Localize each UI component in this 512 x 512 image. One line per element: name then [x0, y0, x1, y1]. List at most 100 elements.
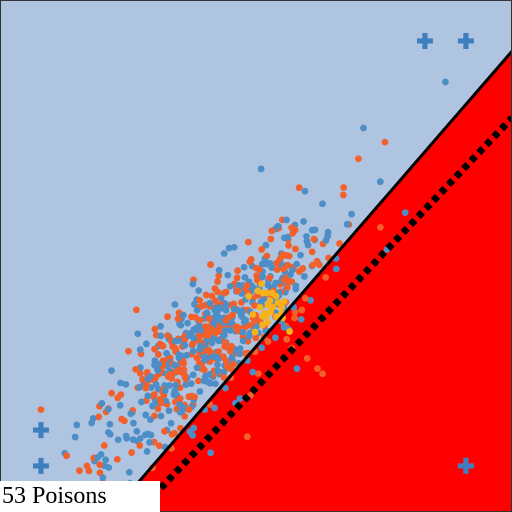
orange-point: [313, 257, 321, 265]
orange-point: [151, 345, 159, 353]
blue-point: [157, 412, 165, 420]
orange-point: [222, 339, 229, 347]
blue-point: [171, 337, 179, 345]
orange-point: [132, 306, 140, 314]
orange-point: [180, 360, 187, 368]
orange-point: [292, 245, 299, 253]
blue-point: [189, 347, 197, 355]
orange-point: [95, 413, 103, 421]
blue-point: [215, 337, 223, 345]
blue-point: [179, 311, 187, 319]
blue-point: [167, 419, 175, 427]
blue-point: [161, 387, 169, 395]
blue-point: [226, 282, 234, 290]
orange-point: [96, 461, 104, 469]
orange-point: [201, 331, 209, 339]
blue-point: [89, 415, 97, 422]
orange-point: [222, 357, 230, 365]
yellow-point: [254, 287, 262, 295]
orange-point: [37, 406, 45, 413]
blue-point: [297, 316, 305, 323]
blue-point: [155, 360, 163, 368]
blue-point: [222, 384, 229, 392]
blue-point: [343, 220, 351, 228]
orange-point: [319, 370, 326, 378]
blue-point: [236, 345, 244, 353]
blue-point: [183, 351, 191, 359]
points-layer: [11, 78, 449, 501]
blue-point: [240, 318, 248, 326]
yellow-point: [258, 280, 265, 288]
blue-point: [142, 411, 150, 419]
orange-point: [230, 360, 238, 368]
blue-point: [303, 233, 310, 240]
orange-point: [176, 395, 184, 403]
plus-marker: [32, 422, 49, 439]
blue-point: [307, 296, 314, 304]
blue-point: [221, 327, 229, 335]
blue-point: [171, 389, 179, 396]
orange-point: [285, 252, 293, 260]
blue-point: [116, 401, 124, 409]
orange-point: [273, 259, 281, 267]
orange-point: [283, 335, 291, 343]
blue-point: [249, 368, 257, 376]
blue-point: [190, 424, 198, 432]
blue-point: [258, 344, 266, 352]
blue-point: [236, 350, 244, 358]
blue-point: [214, 361, 221, 369]
orange-point: [266, 274, 273, 282]
blue-point: [189, 371, 197, 379]
blue-point: [130, 419, 137, 427]
blue-point: [71, 433, 79, 441]
blue-point: [189, 280, 197, 288]
orange-point: [164, 313, 171, 321]
orange-point: [196, 296, 204, 304]
orange-point: [284, 261, 292, 269]
blue-point: [206, 299, 214, 307]
orange-point: [310, 235, 318, 243]
orange-point: [136, 369, 144, 377]
orange-point: [132, 366, 140, 373]
blue-point: [216, 304, 224, 311]
blue-point: [360, 124, 367, 132]
orange-point: [252, 264, 260, 272]
orange-point: [230, 300, 238, 308]
orange-point: [161, 427, 168, 435]
orange-point: [243, 282, 251, 290]
orange-point: [263, 252, 271, 260]
orange-point: [252, 334, 260, 342]
blue-point: [104, 405, 112, 413]
orange-point: [125, 347, 132, 355]
blue-point: [172, 381, 180, 389]
orange-point: [164, 332, 172, 339]
plus-marker: [457, 32, 474, 49]
orange-point: [128, 449, 135, 456]
blue-point: [297, 251, 304, 259]
orange-point: [220, 289, 228, 297]
orange-point: [228, 342, 235, 350]
orange-point: [192, 314, 200, 321]
orange-point: [83, 462, 91, 470]
blue-point: [301, 187, 309, 195]
blue-point: [193, 364, 201, 372]
blue-point: [136, 383, 143, 391]
blue-point: [171, 301, 179, 308]
orange-point: [181, 371, 188, 379]
orange-point: [253, 272, 261, 280]
blue-point: [144, 392, 152, 400]
orange-point: [113, 455, 121, 463]
orange-point: [251, 302, 258, 310]
plus-marker: [416, 32, 433, 49]
blue-point: [319, 200, 326, 208]
blue-point: [141, 431, 149, 439]
blue-point: [149, 402, 156, 410]
blue-point: [239, 328, 247, 336]
orange-point: [309, 261, 316, 269]
blue-point: [207, 449, 215, 457]
orange-point: [181, 412, 189, 420]
orange-point: [193, 354, 201, 362]
orange-point: [273, 266, 281, 273]
blue-point: [122, 432, 130, 440]
blue-point: [249, 283, 257, 291]
